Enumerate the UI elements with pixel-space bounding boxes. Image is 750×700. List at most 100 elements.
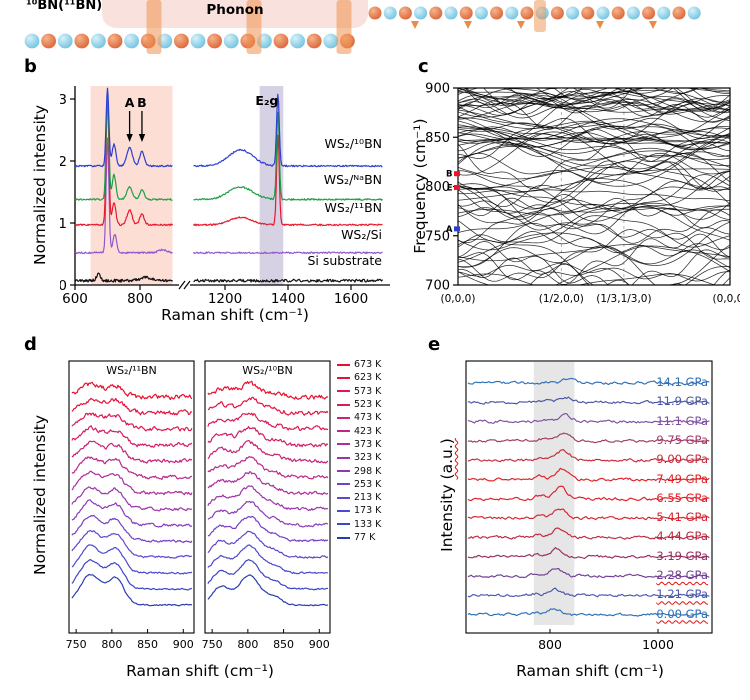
c-kpath-label: (0,0,0) bbox=[713, 293, 740, 305]
atom bbox=[368, 6, 382, 20]
d-subpanel-title: WS₂/¹¹BN bbox=[106, 364, 157, 377]
phonon-arrow-small bbox=[517, 21, 525, 29]
c-mode-marker bbox=[454, 226, 460, 232]
b-series bbox=[74, 137, 383, 255]
b-ytick-label: 3 bbox=[60, 92, 67, 108]
d-spectrum bbox=[71, 412, 193, 432]
legend-label: 298 K bbox=[354, 465, 382, 477]
temperature-raman-plot-11bn: WS₂/¹¹BN 750 800 850 900 bbox=[66, 360, 195, 651]
atom bbox=[657, 6, 671, 20]
e-spectrum bbox=[467, 547, 710, 559]
highlight-band bbox=[90, 86, 173, 285]
legend-line bbox=[337, 403, 350, 406]
e-spectrum bbox=[467, 587, 710, 598]
pressure-raman-plot: 800 1000 bbox=[465, 360, 713, 652]
e-spectrum bbox=[467, 485, 710, 502]
d-xtick-label: 850 bbox=[137, 638, 158, 651]
atom bbox=[290, 33, 305, 49]
legend-line bbox=[337, 363, 350, 366]
legend-item: 623 K bbox=[337, 371, 381, 384]
legend-label: 173 K bbox=[354, 505, 382, 517]
e-spectrum bbox=[467, 527, 710, 540]
d-spectrum bbox=[71, 486, 193, 512]
legend-line bbox=[337, 536, 350, 539]
legend-label: 323 K bbox=[354, 452, 382, 464]
legend-item: 77 K bbox=[337, 531, 381, 544]
temperature-raman-plot-10bn: WS₂/¹⁰BN 750 800 850 900 bbox=[202, 360, 331, 651]
d-xtick-label: 800 bbox=[101, 638, 122, 651]
legend-item: 133 K bbox=[337, 518, 381, 531]
e-spectrum bbox=[467, 449, 710, 463]
panel-letter-d: d bbox=[24, 334, 37, 355]
phonon-arrow-small bbox=[411, 21, 419, 29]
b-series bbox=[74, 272, 384, 283]
material-label: ¹⁰BN(¹¹BN) bbox=[26, 0, 103, 13]
panel-letter-b: b bbox=[24, 56, 37, 77]
legend-item: 573 K bbox=[337, 385, 381, 398]
d-spectrum bbox=[71, 425, 193, 448]
phonon-highlight-box bbox=[102, 0, 368, 28]
legend-label: 77 K bbox=[354, 532, 376, 543]
e-y-axis-label-main: Intensity bbox=[438, 479, 456, 552]
legend-item: 173 K bbox=[337, 504, 381, 517]
atom bbox=[398, 6, 412, 20]
b-series-label: WS₂/ᴺᵃBN bbox=[324, 172, 382, 187]
legend-item: 473 K bbox=[337, 411, 381, 424]
legend-line bbox=[337, 456, 350, 459]
atom bbox=[550, 6, 564, 20]
d-xtick-label: 900 bbox=[309, 638, 330, 651]
atom bbox=[611, 6, 625, 20]
legend-label: 213 K bbox=[354, 492, 382, 504]
c-ytick-label: 850 bbox=[425, 131, 450, 146]
e-spectrum bbox=[467, 567, 710, 579]
atom bbox=[41, 33, 56, 49]
phonon-arrow bbox=[336, 0, 352, 54]
e-y-axis-label: Intensity (a.u.) bbox=[438, 395, 456, 595]
d-spectrum bbox=[207, 574, 329, 607]
c-kpath-label: (0,0,0) bbox=[441, 293, 476, 305]
c-mode-letter: B bbox=[446, 170, 452, 180]
d-spectrum bbox=[71, 573, 193, 607]
atomic-chain-graphic bbox=[24, 0, 701, 54]
c-ytick-label: 900 bbox=[425, 82, 450, 97]
legend-line bbox=[337, 376, 350, 379]
d-subpanel-title: WS₂/¹⁰BN bbox=[242, 364, 293, 377]
b-ytick-label: 2 bbox=[60, 154, 67, 170]
atom bbox=[273, 33, 289, 49]
e-spectrum bbox=[467, 377, 710, 386]
legend-line bbox=[337, 430, 350, 433]
legend-item: 298 K bbox=[337, 464, 381, 477]
legend-label: 673 K bbox=[354, 359, 382, 371]
atom bbox=[490, 6, 504, 20]
e-y-axis-label-units: (a.u.) bbox=[438, 438, 456, 480]
legend-line bbox=[337, 523, 350, 526]
d-spectrum bbox=[71, 397, 192, 416]
d-spectrum bbox=[207, 396, 329, 416]
legend-label: 473 K bbox=[354, 412, 382, 424]
e-x-axis-label: Raman shift (cm⁻¹) bbox=[516, 662, 664, 680]
b-series-label: WS₂/¹¹BN bbox=[325, 200, 382, 215]
atom bbox=[24, 33, 40, 49]
d-spectrum bbox=[207, 425, 329, 448]
legend-label: 523 K bbox=[354, 399, 382, 411]
e-spectrum bbox=[467, 432, 710, 444]
b-xtick-label: 1600 bbox=[334, 291, 368, 307]
legend-line bbox=[337, 390, 350, 393]
d-xtick-label: 750 bbox=[66, 638, 87, 651]
d-spectrum bbox=[207, 544, 328, 575]
raman-spectra-plot: 0 1 2 3 600 800 1200 1400 1600 WS₂/¹⁰BN WS₂/ᴺᵃBN WS… bbox=[60, 86, 390, 307]
atom bbox=[174, 33, 189, 49]
d-spectrum bbox=[207, 412, 329, 432]
c-y-axis-label: Frequency (cm⁻¹) bbox=[411, 118, 429, 254]
legend-line bbox=[337, 416, 350, 419]
legend-line bbox=[337, 509, 350, 512]
b-series-label: WS₂/¹⁰BN bbox=[325, 136, 382, 151]
atom bbox=[323, 33, 339, 49]
atom bbox=[581, 6, 595, 20]
legend-item: 323 K bbox=[337, 451, 381, 464]
b-ytick-label: 1 bbox=[60, 216, 67, 232]
phonon-label: Phonon bbox=[206, 2, 264, 18]
atom bbox=[383, 6, 397, 20]
panel-letter-c: c bbox=[418, 56, 429, 77]
